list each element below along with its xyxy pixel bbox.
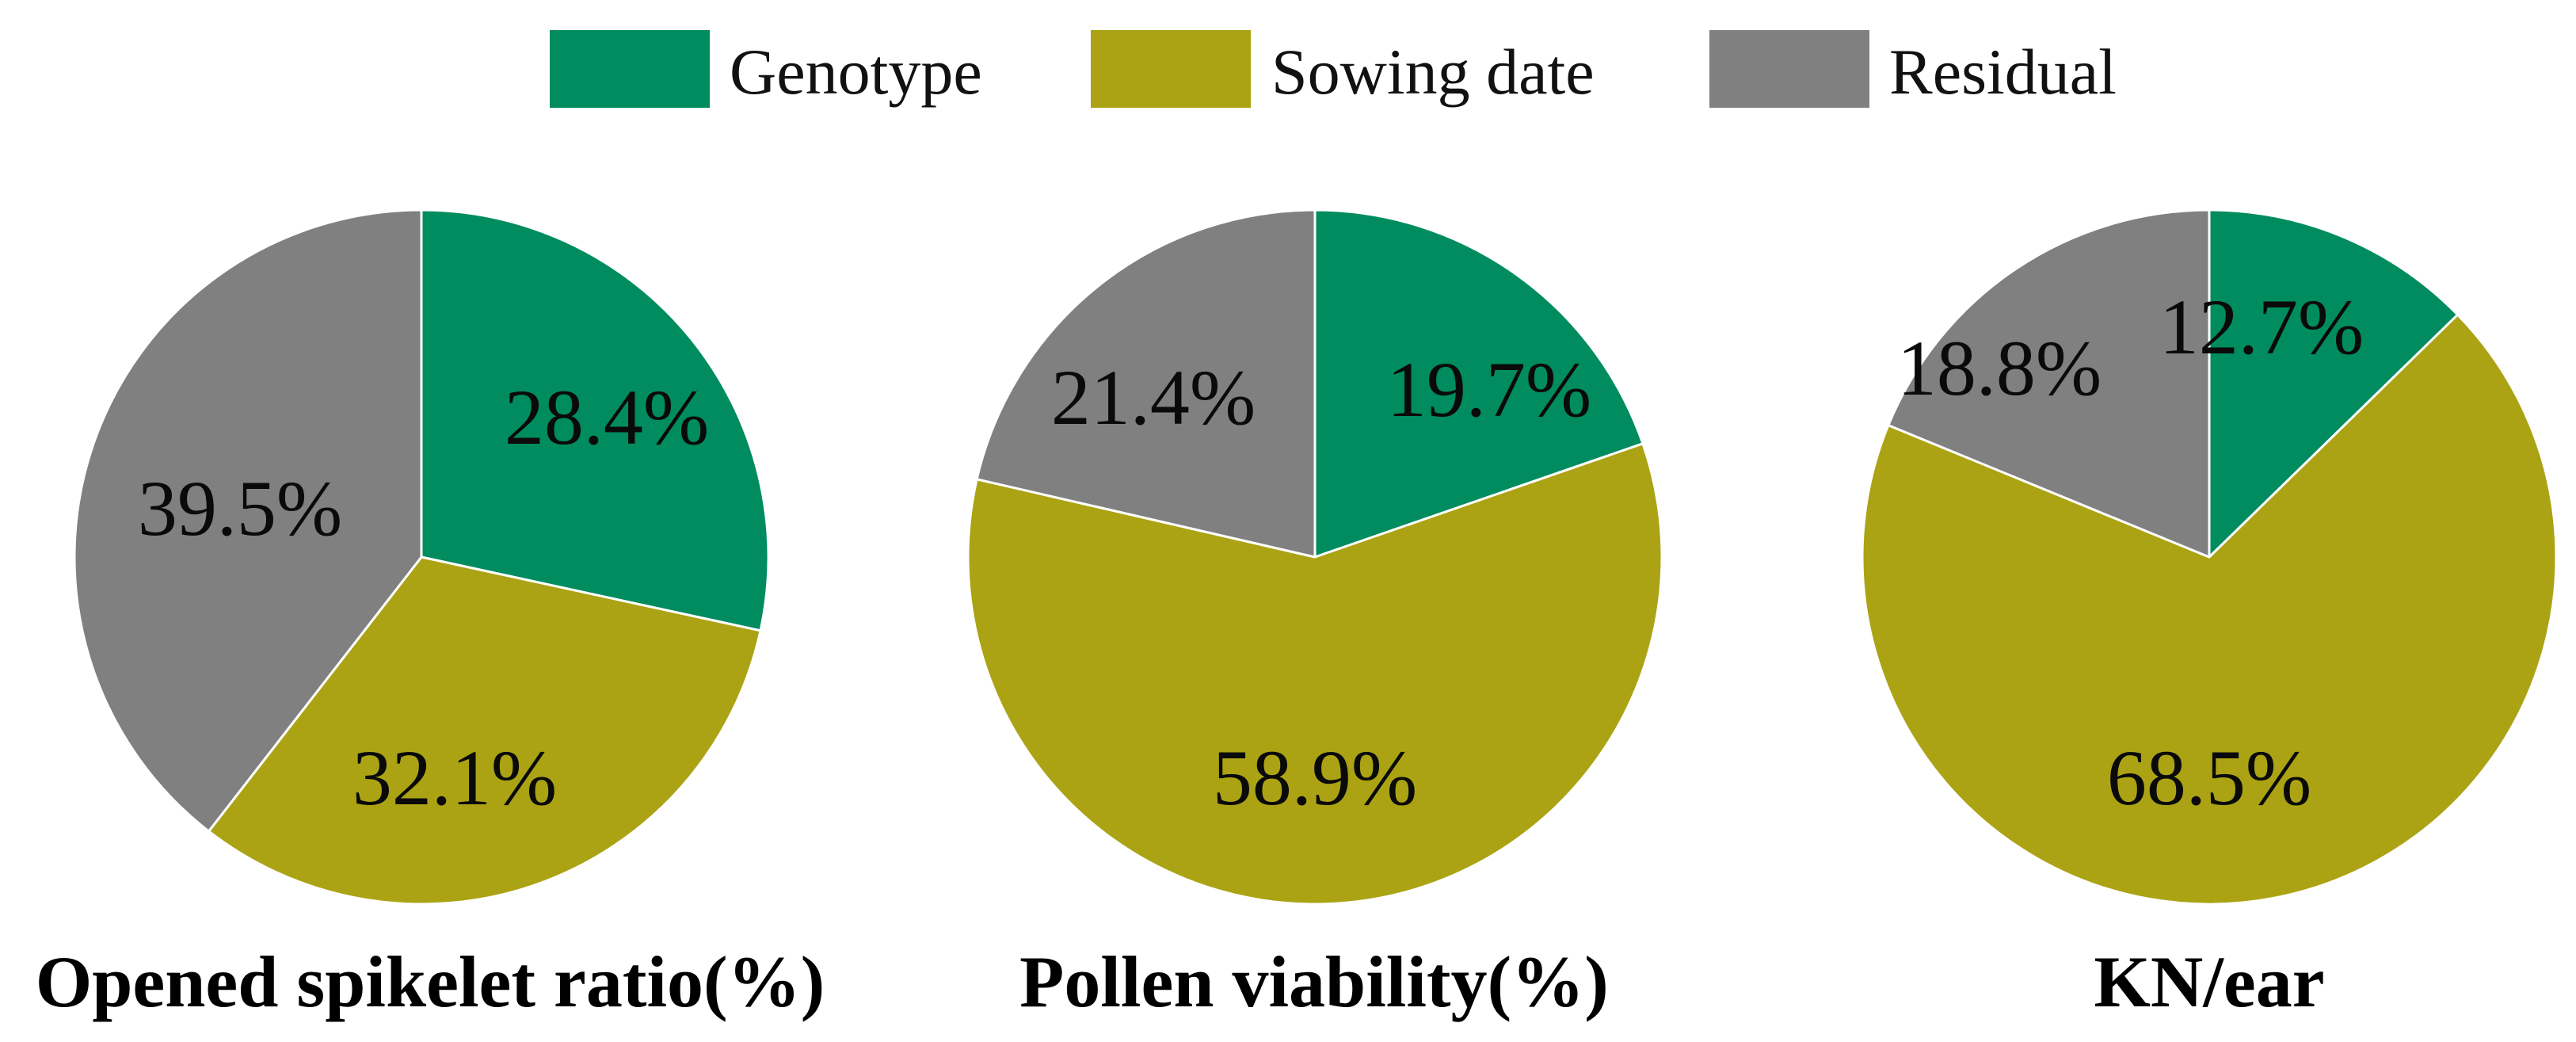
pie-slice-genotype <box>1313 208 1644 559</box>
legend: Genotype Sowing date Residual <box>550 30 2117 108</box>
slice-label-genotype: 28.4% <box>505 373 709 461</box>
legend-label-sowing-date: Sowing date <box>1271 36 1595 108</box>
slice-label-sowing-date: 68.5% <box>2107 734 2311 822</box>
pie-pollen-viability: 19.7% 58.9% 21.4% Pollen viability(%) <box>966 208 1663 1022</box>
pie-title: KN/ear <box>2094 941 2324 1022</box>
pie-slice-sowing-date <box>966 442 1663 906</box>
pie-charts: 28.4% 32.1% 39.5% Opened spikelet ratio(%) 1… <box>36 208 2558 1022</box>
legend-item-sowing-date: Sowing date <box>1091 30 1595 108</box>
pie-slice-residual <box>975 208 1317 559</box>
legend-label-residual: Residual <box>1889 36 2117 108</box>
legend-item-genotype: Genotype <box>550 30 982 108</box>
legend-label-genotype: Genotype <box>730 36 982 108</box>
slice-label-sowing-date: 32.1% <box>352 734 557 822</box>
pie-slice-sowing-date <box>1861 313 2558 906</box>
pie-kn-ear: 12.7% 68.5% 18.8% KN/ear <box>1861 208 2558 1022</box>
legend-swatch-sowing-date <box>1091 30 1251 108</box>
pie-title: Pollen viability(%) <box>1019 941 1609 1022</box>
pie-slice-genotype <box>420 208 770 632</box>
pie-slice-genotype <box>2208 208 2460 559</box>
pie-opened-spikelet-ratio: 28.4% 32.1% 39.5% Opened spikelet ratio(%) <box>36 208 825 1022</box>
legend-swatch-genotype <box>550 30 710 108</box>
legend-swatch-residual <box>1709 30 1869 108</box>
slice-label-genotype: 19.7% <box>1387 345 1591 433</box>
slice-label-sowing-date: 58.9% <box>1213 734 1417 822</box>
pie-slice-sowing-date <box>208 555 762 906</box>
pie-slice-residual <box>1887 208 2211 559</box>
slice-label-residual: 21.4% <box>1051 353 1256 441</box>
slice-label-residual: 39.5% <box>138 464 342 552</box>
slice-label-genotype: 12.7% <box>2159 283 2364 371</box>
pie-slice-residual <box>73 208 423 833</box>
slice-label-residual: 18.8% <box>1897 324 2102 412</box>
legend-item-residual: Residual <box>1709 30 2117 108</box>
pie-title: Opened spikelet ratio(%) <box>36 941 825 1022</box>
